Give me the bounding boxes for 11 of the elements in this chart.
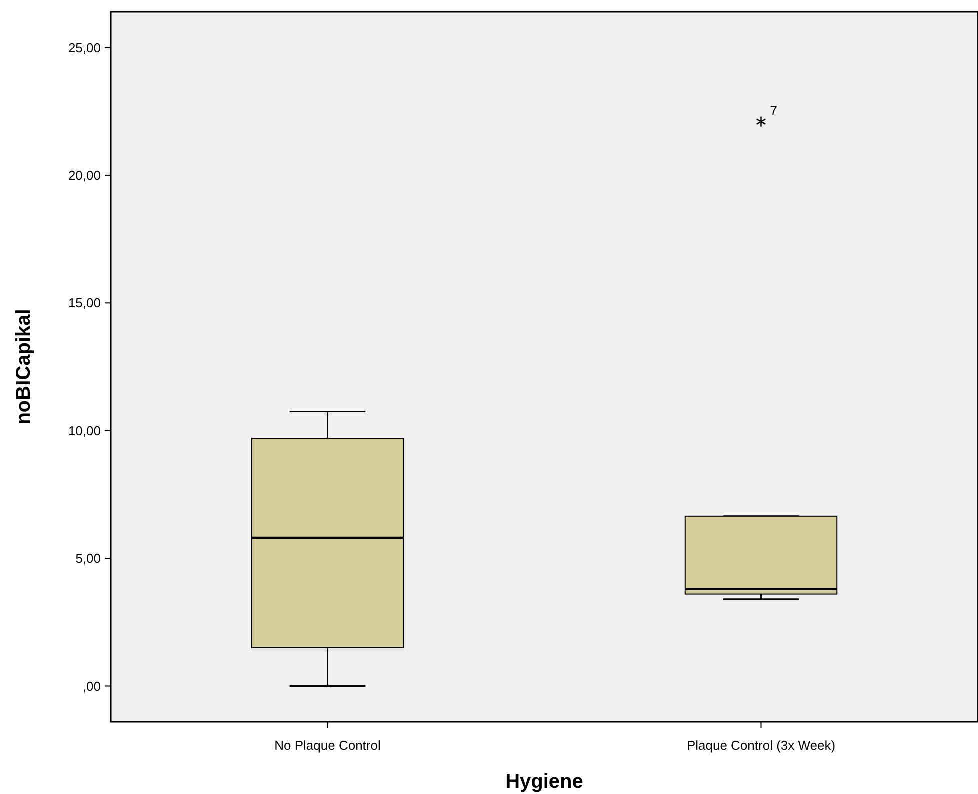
- y-tick-label: 10,00: [68, 423, 101, 438]
- y-tick-label: 5,00: [76, 551, 101, 566]
- y-tick-label: 25,00: [68, 40, 101, 56]
- x-axis-title: Hygiene: [506, 771, 584, 793]
- annotation: 7: [770, 102, 778, 118]
- y-tick-label: 15,00: [68, 296, 101, 311]
- y-axis-title: noBICapikal: [13, 309, 35, 425]
- x-tick-label: Plaque Control (3x Week): [686, 738, 836, 753]
- x-tick-label: No Plaque Control: [274, 738, 381, 753]
- y-tick-label: 20,00: [68, 168, 101, 184]
- y-tick-label: ,00: [82, 678, 101, 694]
